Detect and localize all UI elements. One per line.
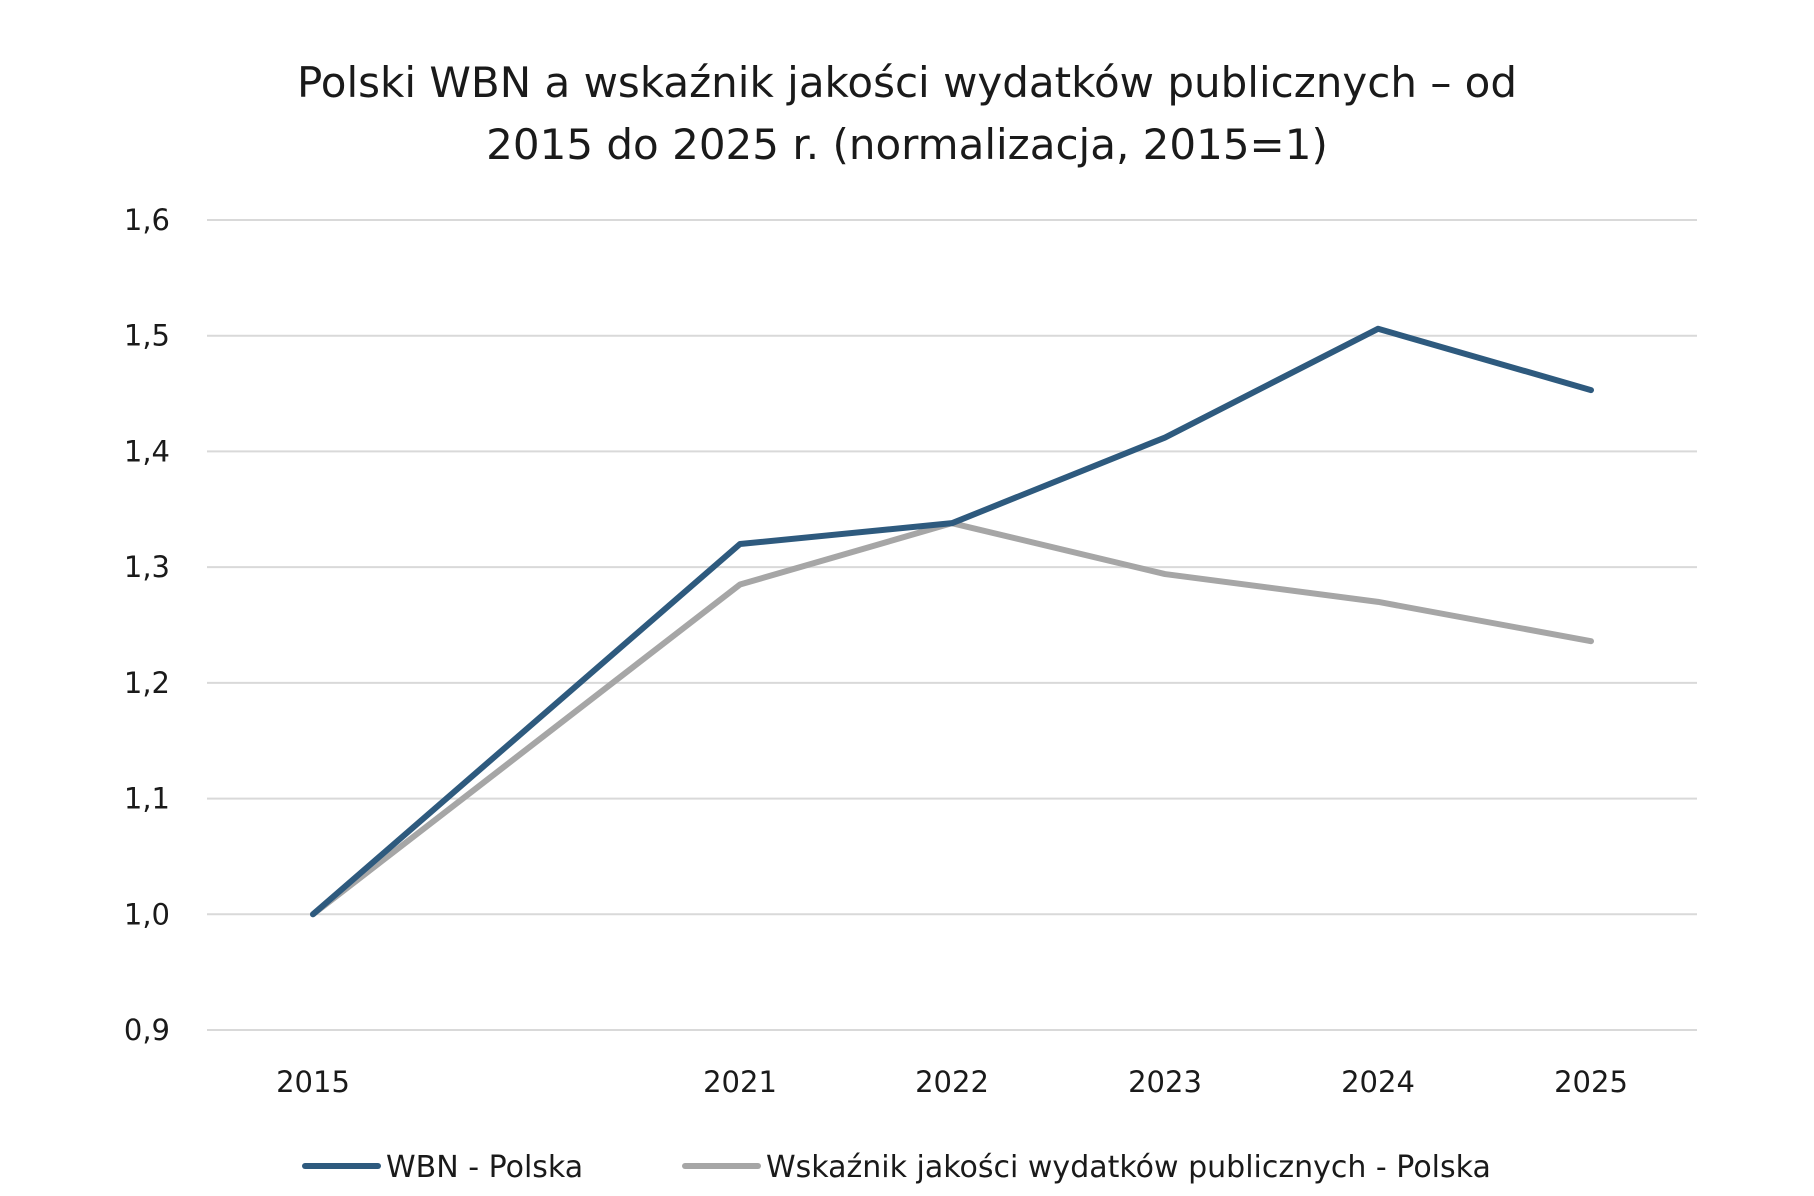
gridlines — [207, 219, 1697, 1031]
legend-label: WBN - Polska — [386, 1150, 583, 1185]
chart-title: Polski WBN a wskaźnik jakości wydatków p… — [297, 58, 1517, 169]
y-axis-tick-labels: 0,9 1,0 1,1 1,2 1,3 1,4 1,5 1,6 — [124, 203, 170, 1047]
y-tick-label: 1,5 — [124, 319, 170, 353]
x-tick-label: 2023 — [1128, 1065, 1202, 1099]
x-tick-label: 2024 — [1341, 1065, 1415, 1099]
series-line-wbn — [310, 325, 1594, 918]
x-tick-label: 2015 — [276, 1065, 350, 1099]
y-tick-label: 1,1 — [124, 782, 170, 816]
chart-title-line-2: 2015 do 2025 r. (normalizacja, 2015=1) — [486, 120, 1328, 169]
y-tick-label: 1,2 — [124, 666, 170, 700]
x-tick-label: 2022 — [915, 1065, 989, 1099]
legend-item: Wskaźnik jakości wydatków publicznych - … — [682, 1150, 1491, 1185]
legend-item: WBN - Polska — [302, 1150, 583, 1185]
legend-label: Wskaźnik jakości wydatków publicznych - … — [766, 1150, 1491, 1185]
y-tick-label: 1,0 — [124, 897, 170, 931]
y-tick-label: 0,9 — [124, 1013, 170, 1047]
series-lines — [310, 325, 1594, 918]
y-tick-label: 1,4 — [124, 434, 170, 468]
chart-title-line-1: Polski WBN a wskaźnik jakości wydatków p… — [297, 58, 1517, 107]
x-tick-label: 2021 — [703, 1065, 777, 1099]
series-line-wskaznik — [310, 520, 1594, 918]
y-tick-label: 1,6 — [124, 203, 170, 237]
legend: WBN - Polska Wskaźnik jakości wydatków pu… — [302, 1150, 1491, 1185]
y-tick-label: 1,3 — [124, 550, 170, 584]
x-tick-label: 2025 — [1554, 1065, 1628, 1099]
x-axis-tick-labels: 2015 2021 2022 2023 2024 2025 — [276, 1065, 1628, 1099]
